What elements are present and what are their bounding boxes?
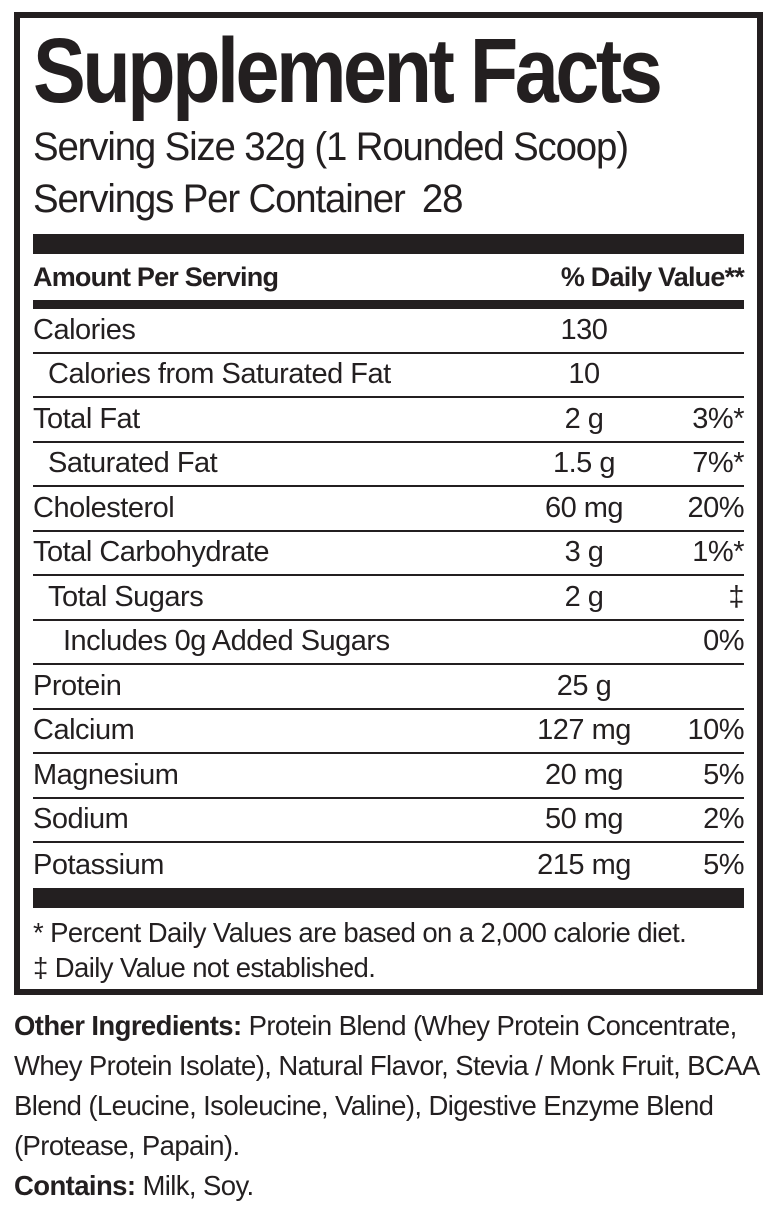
table-row-calories-from-saturated-fat: Calories from Saturated Fat 10 [33, 354, 744, 398]
nutrient-daily-value: 10% [687, 714, 744, 747]
table-row-total-sugars: Total Sugars 2 g ‡ [33, 576, 745, 621]
nutrient-daily-value: 5% [703, 758, 744, 791]
nutrient-amount: 20 mg [544, 758, 624, 791]
contains-statement: Contains: Milk, Soy. [14, 1166, 764, 1206]
other-ingredients-label: Other Ingredients: [14, 1010, 242, 1041]
nutrient-amount: 127 mg [537, 714, 631, 747]
nutrient-daily-value: 1%* [692, 536, 744, 569]
contains-text: Milk, Soy. [135, 1170, 254, 1201]
daily-value-header: % Daily Value** [560, 261, 745, 292]
nutrient-name: Sodium [33, 803, 129, 836]
nutrient-name: Total Sugars [48, 580, 204, 613]
separator-bar-medium [33, 300, 744, 309]
serving-size: Serving Size 32g (1 Rounded Scoop) [33, 125, 629, 169]
footnote-not-established: ‡ Daily Value not established. [33, 951, 376, 983]
table-row-magnesium: Magnesium 20 mg 5% [33, 754, 745, 799]
nutrient-name: Calories [33, 313, 136, 346]
nutrient-name: Magnesium [33, 758, 179, 791]
table-row-sodium: Sodium 50 mg 2% [33, 799, 745, 843]
footnote-daily-values: * Percent Daily Values are based on a 2,… [33, 916, 687, 948]
nutrient-amount: 130 [560, 313, 608, 346]
table-row-potassium: Potassium 215 mg 5% [33, 843, 745, 888]
nutrient-name: Total Fat [33, 402, 140, 435]
table-row-protein: Protein 25 g [33, 665, 744, 710]
nutrient-amount: 3 g [564, 536, 604, 569]
nutrient-amount: 1.5 g [553, 447, 616, 480]
nutrient-amount: 60 mg [544, 491, 624, 524]
label-title: Supplement Facts [33, 20, 663, 122]
nutrient-daily-value: 3%* [692, 402, 744, 435]
nutrient-name: Potassium [33, 848, 164, 881]
nutrient-daily-value: 20% [687, 491, 744, 524]
nutrient-name: Includes 0g Added Sugars [63, 625, 390, 658]
column-header-row: Amount Per Serving % Daily Value** [33, 254, 745, 300]
nutrient-daily-value: 0% [703, 625, 744, 658]
table-row-added-sugars: Includes 0g Added Sugars 0% [33, 621, 745, 665]
other-ingredients: Other Ingredients: Protein Blend (Whey P… [14, 1006, 764, 1166]
nutrient-name: Cholesterol [33, 491, 175, 524]
nutrient-daily-value: 7%* [692, 447, 744, 480]
nutrient-name: Protein [33, 669, 122, 702]
table-row-saturated-fat: Saturated Fat 1.5 g 7%* [33, 443, 745, 487]
nutrient-amount: 2 g [564, 402, 604, 435]
other-ingredients-text: Protein Blend (Whey Protein Concentrate,… [14, 1010, 759, 1161]
table-row-calcium: Calcium 127 mg 10% [33, 710, 745, 754]
supplement-facts-panel: Supplement Facts Serving Size 32g (1 Rou… [14, 12, 763, 995]
nutrient-amount: 215 mg [537, 848, 631, 881]
ingredients-section: Other Ingredients: Protein Blend (Whey P… [14, 1006, 764, 1206]
contains-label: Contains: [14, 1170, 136, 1201]
table-row-calories: Calories 130 [33, 309, 744, 354]
nutrient-amount: 10 [568, 358, 600, 391]
amount-per-serving-header: Amount Per Serving [33, 261, 279, 292]
table-row-total-fat: Total Fat 2 g 3%* [33, 398, 745, 443]
nutrient-name: Saturated Fat [48, 447, 218, 480]
table-row-cholesterol: Cholesterol 60 mg 20% [33, 487, 745, 532]
nutrient-daily-value: 2% [703, 803, 744, 836]
nutrient-name: Calcium [33, 714, 135, 747]
nutrient-daily-value: 5% [703, 848, 744, 881]
nutrient-name: Calories from Saturated Fat [48, 358, 391, 391]
separator-bar-thick-bottom [33, 887, 744, 908]
nutrient-amount: 50 mg [544, 803, 624, 836]
servings-per-container-label: Servings Per Container [33, 177, 406, 221]
separator-bar-thick-top [33, 234, 744, 254]
servings-per-container-value: 28 [421, 177, 464, 221]
nutrient-daily-value: ‡ [728, 580, 744, 613]
nutrient-amount: 25 g [556, 669, 612, 702]
servings-per-container: Servings Per Container 28 [33, 176, 716, 222]
nutrient-amount: 2 g [564, 580, 604, 613]
table-row-total-carbohydrate: Total Carbohydrate 3 g 1%* [33, 532, 745, 576]
footnotes: * Percent Daily Values are based on a 2,… [33, 915, 744, 985]
nutrition-table: Calories 130 Calories from Saturated Fat… [33, 309, 745, 888]
nutrient-name: Total Carbohydrate [33, 536, 270, 569]
